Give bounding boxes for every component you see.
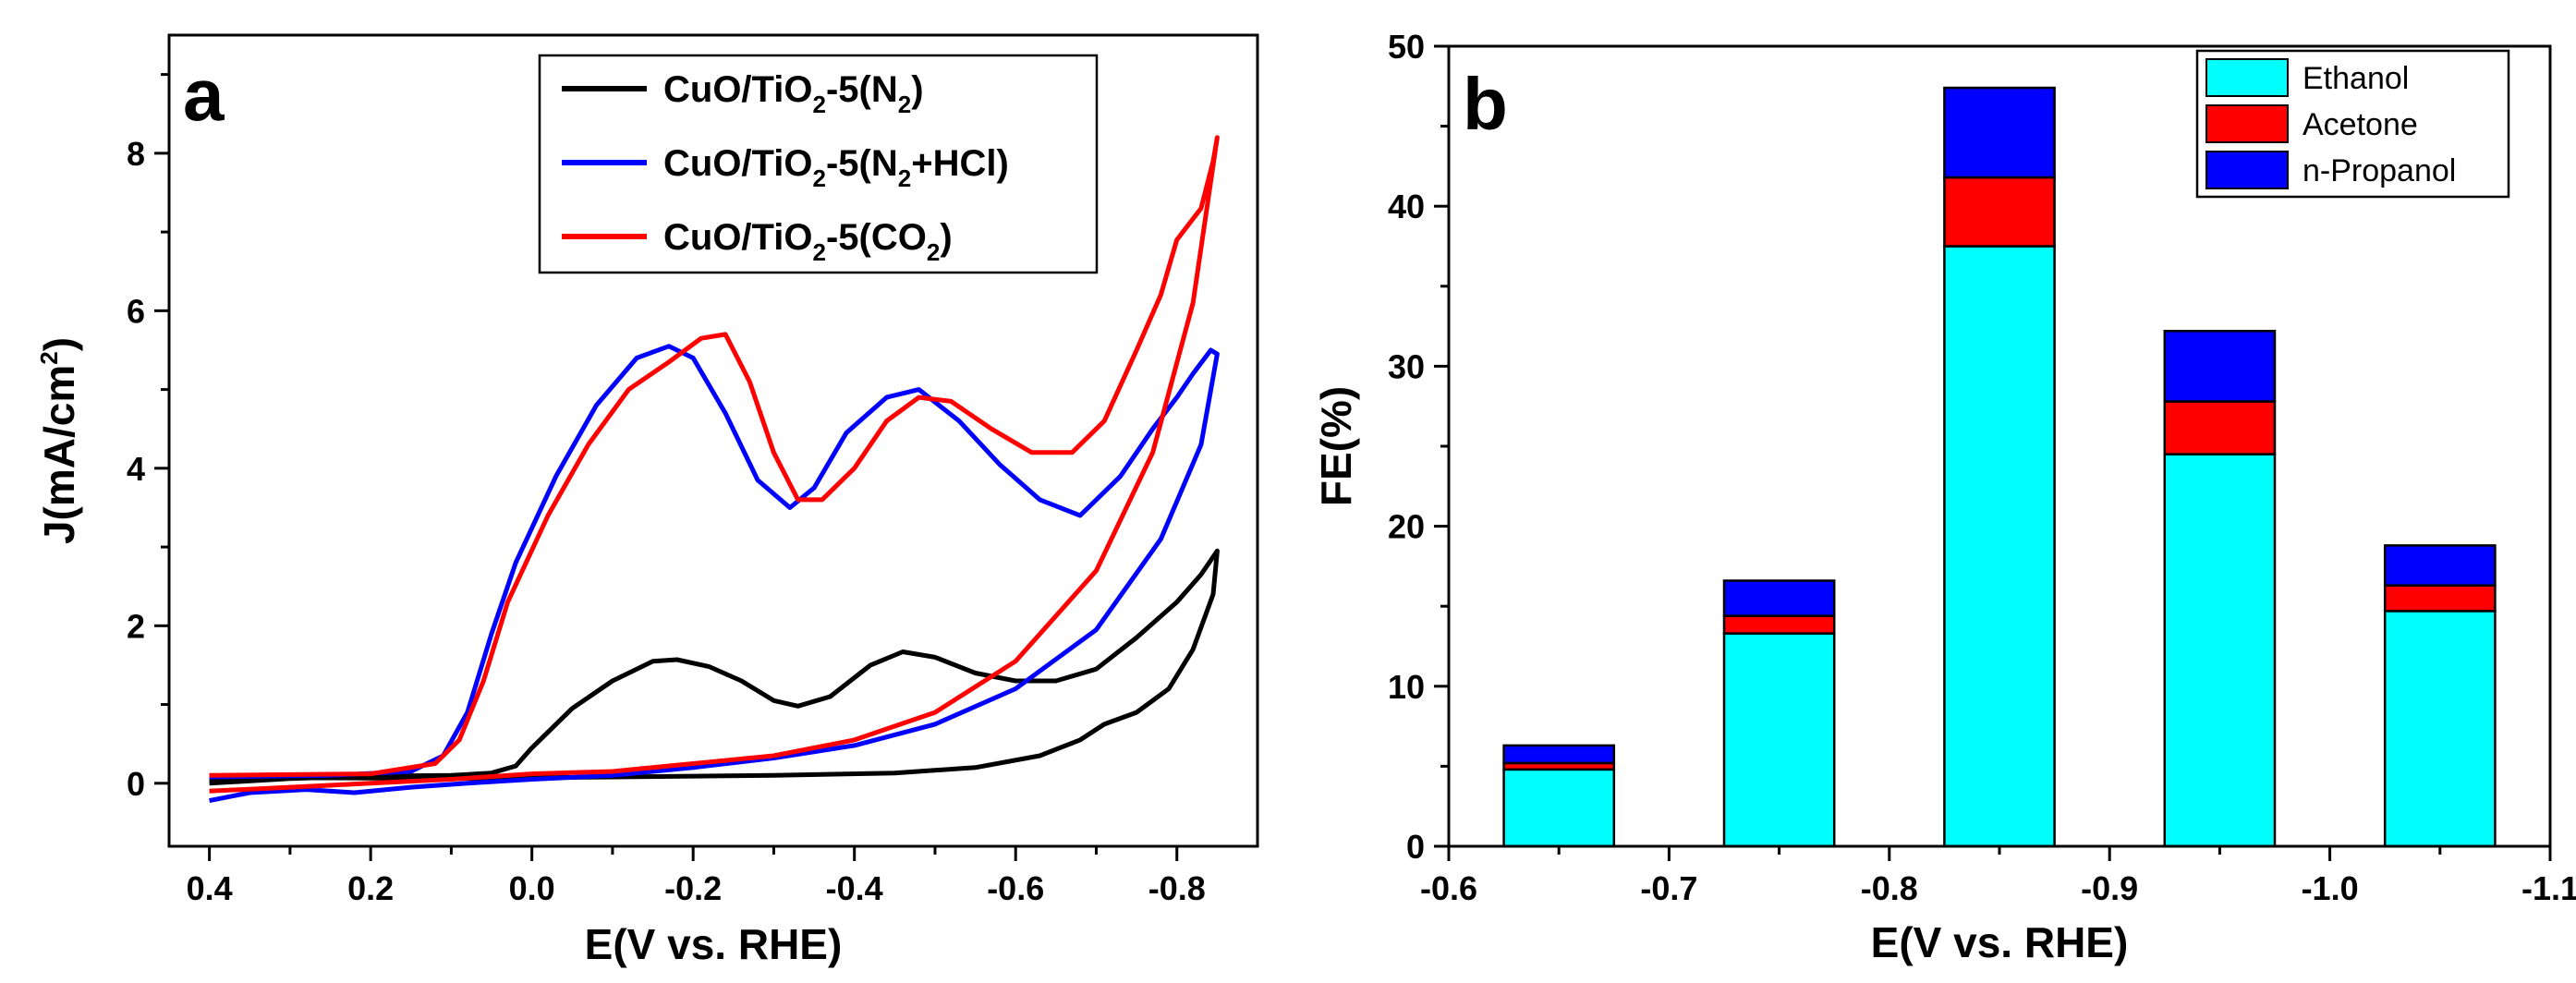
bar-segment-acetone (1943, 176, 2056, 248)
panel-b-y-tick-label: 10 (1388, 668, 1425, 706)
legend-entry-n-propanol: n-Propanol (2205, 151, 2456, 189)
panel-a-x-tick-label: 0.0 (509, 869, 555, 907)
panel-a-x-tick-label: -0.6 (987, 869, 1044, 907)
panel-b-x-tick-label: -0.8 (1861, 869, 1918, 907)
panel-a-y-tick-label: 0 (127, 765, 145, 803)
panel-b-x-tick-label: -0.9 (2081, 869, 2138, 907)
panel-a-y-tick-label: 2 (127, 607, 145, 645)
panel-b-y-ticks: 0 10 20 30 40 50 (1388, 28, 1449, 866)
panel-a-x-axis-title: E(V vs. RHE) (585, 920, 843, 968)
panel-b-y-tick-label: 20 (1388, 508, 1425, 546)
bar-segment-acetone (1722, 614, 1836, 635)
panel-a-y-axis-title: J(mA/cm2) (35, 337, 83, 544)
panel-a-y-tick-label: 4 (127, 450, 145, 488)
legend-swatch-acetone (2205, 104, 2289, 143)
panel-b-x-axis-title: E(V vs. RHE) (1871, 918, 2129, 966)
panel-b-y-tick-label: 40 (1388, 188, 1425, 225)
panel-b-x-tick-label: -1.0 (2302, 869, 2359, 907)
legend-label-acetone: Acetone (2303, 107, 2418, 142)
legend-swatch-n-propanol (2205, 151, 2289, 189)
panel-a-cv-chart: 0.4 0.2 0.0 -0.2 -0.4 -0.6 -0.8 0 2 4 6 8 a CuO/Ti… (35, 33, 1259, 968)
panel-b-y-tick-label: 50 (1388, 28, 1425, 66)
panel-a-series-lines (209, 135, 1220, 804)
legend-label-n2hcl: CuO/TiO2-5(N2+HCl) (663, 143, 1009, 192)
bar-segment-ethanol (1943, 245, 2056, 848)
legend-entry-co2: CuO/TiO2-5(CO2) (562, 217, 953, 266)
bar-segment-n-propanol (2163, 330, 2277, 403)
panel-a-x-ticks: 0.4 0.2 0.0 -0.2 -0.4 -0.6 -0.8 (187, 846, 1206, 907)
panel-a-y-ticks: 0 2 4 6 8 (127, 73, 169, 803)
panel-a-line-n2hcl (209, 344, 1220, 804)
legend-entry-acetone: Acetone (2205, 104, 2418, 143)
bar-segment-acetone (2383, 584, 2497, 613)
legend-entry-n2: CuO/TiO2-5(N2) (562, 69, 924, 118)
panel-a-x-tick-label: -0.8 (1148, 869, 1206, 907)
panel-b-bars (1502, 86, 2497, 848)
legend-entry-ethanol: Ethanol (2205, 58, 2409, 97)
legend-label-ethanol: Ethanol (2303, 61, 2409, 96)
bar-segment-acetone (2163, 400, 2277, 455)
panel-a-legend: CuO/TiO2-5(N2) CuO/TiO2-5(N2+HCl) CuO/Ti… (538, 54, 1099, 274)
panel-a-line-n2 (209, 548, 1220, 786)
bar-segment-n-propanol (2383, 544, 2497, 587)
panel-a-plot-frame (167, 33, 1259, 848)
legend-label-co2: CuO/TiO2-5(CO2) (663, 217, 953, 266)
legend-label-n-propanol: n-Propanol (2303, 153, 2456, 188)
panel-b-x-tick-label: -0.7 (1640, 869, 1697, 907)
panel-b-x-tick-label: -1.1 (2521, 869, 2576, 907)
panel-b-legend: Ethanol Acetone n-Propanol (2195, 49, 2510, 199)
panel-b-x-tick-label: -0.6 (1420, 869, 1477, 907)
panel-a-y-tick-label: 6 (127, 292, 145, 330)
panel-b-label: b (1463, 63, 1508, 145)
legend-entry-n2hcl: CuO/TiO2-5(N2+HCl) (562, 143, 1009, 192)
bar-segment-n-propanol (1722, 579, 1836, 617)
panel-a-x-tick-label: -0.2 (664, 869, 722, 907)
bar-segment-n-propanol (1943, 86, 2056, 179)
panel-b-y-tick-label: 0 (1406, 828, 1425, 866)
panel-b-x-ticks: -0.6 -0.7 -0.8 -0.9 -1.0 -1.1 (1420, 846, 2576, 907)
bar-segment-ethanol (2383, 610, 2497, 848)
panel-a-x-tick-label: 0.2 (347, 869, 394, 907)
panel-a-x-tick-label: -0.4 (826, 869, 883, 907)
panel-a-y-tick-label: 8 (127, 135, 145, 173)
legend-label-n2: CuO/TiO2-5(N2) (663, 69, 924, 118)
panel-b-y-tick-label: 30 (1388, 347, 1425, 385)
panel-b-y-axis-title: FE(%) (1312, 386, 1360, 506)
bar-segment-ethanol (1502, 768, 1616, 848)
panel-a-x-tick-label: 0.4 (187, 869, 233, 907)
panel-a-label: a (183, 54, 225, 136)
panel-b-fe-bar-chart: -0.6 -0.7 -0.8 -0.9 -1.0 -1.1 0 10 20 30 40 50 b E… (1312, 28, 2576, 966)
bar-segment-n-propanol (1502, 744, 1616, 765)
panel-a-line-co2 (209, 135, 1220, 794)
bar-segment-ethanol (2163, 453, 2277, 848)
bar-segment-ethanol (1722, 632, 1836, 848)
legend-swatch-ethanol (2205, 58, 2289, 97)
